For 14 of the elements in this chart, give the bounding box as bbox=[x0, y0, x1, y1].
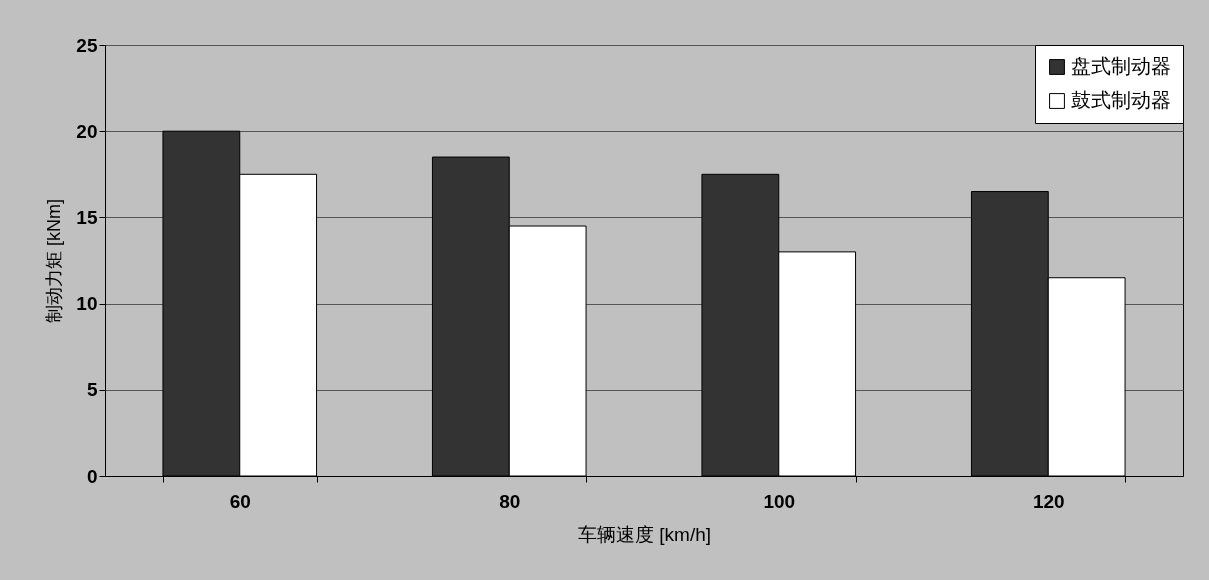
x-tick-label: 100 bbox=[763, 490, 796, 512]
x-tick-label: 80 bbox=[499, 490, 521, 512]
y-tick-label: 10 bbox=[76, 293, 98, 315]
x-tick-label: 60 bbox=[229, 490, 251, 512]
y-tick-label: 25 bbox=[76, 34, 98, 56]
x-tick-label: 120 bbox=[1032, 490, 1065, 512]
legend-label: 盘式制动器 bbox=[1071, 55, 1171, 77]
y-tick-label: 20 bbox=[76, 120, 98, 142]
x-axis-title: 车辆速度 [km/h] bbox=[577, 523, 712, 545]
y-tick-label: 5 bbox=[86, 379, 98, 401]
y-tick-label: 0 bbox=[86, 465, 98, 487]
y-axis-title: 制动力矩 [kNm] bbox=[44, 199, 65, 323]
legend-label: 鼓式制动器 bbox=[1071, 89, 1171, 111]
y-tick-label: 15 bbox=[76, 206, 98, 228]
